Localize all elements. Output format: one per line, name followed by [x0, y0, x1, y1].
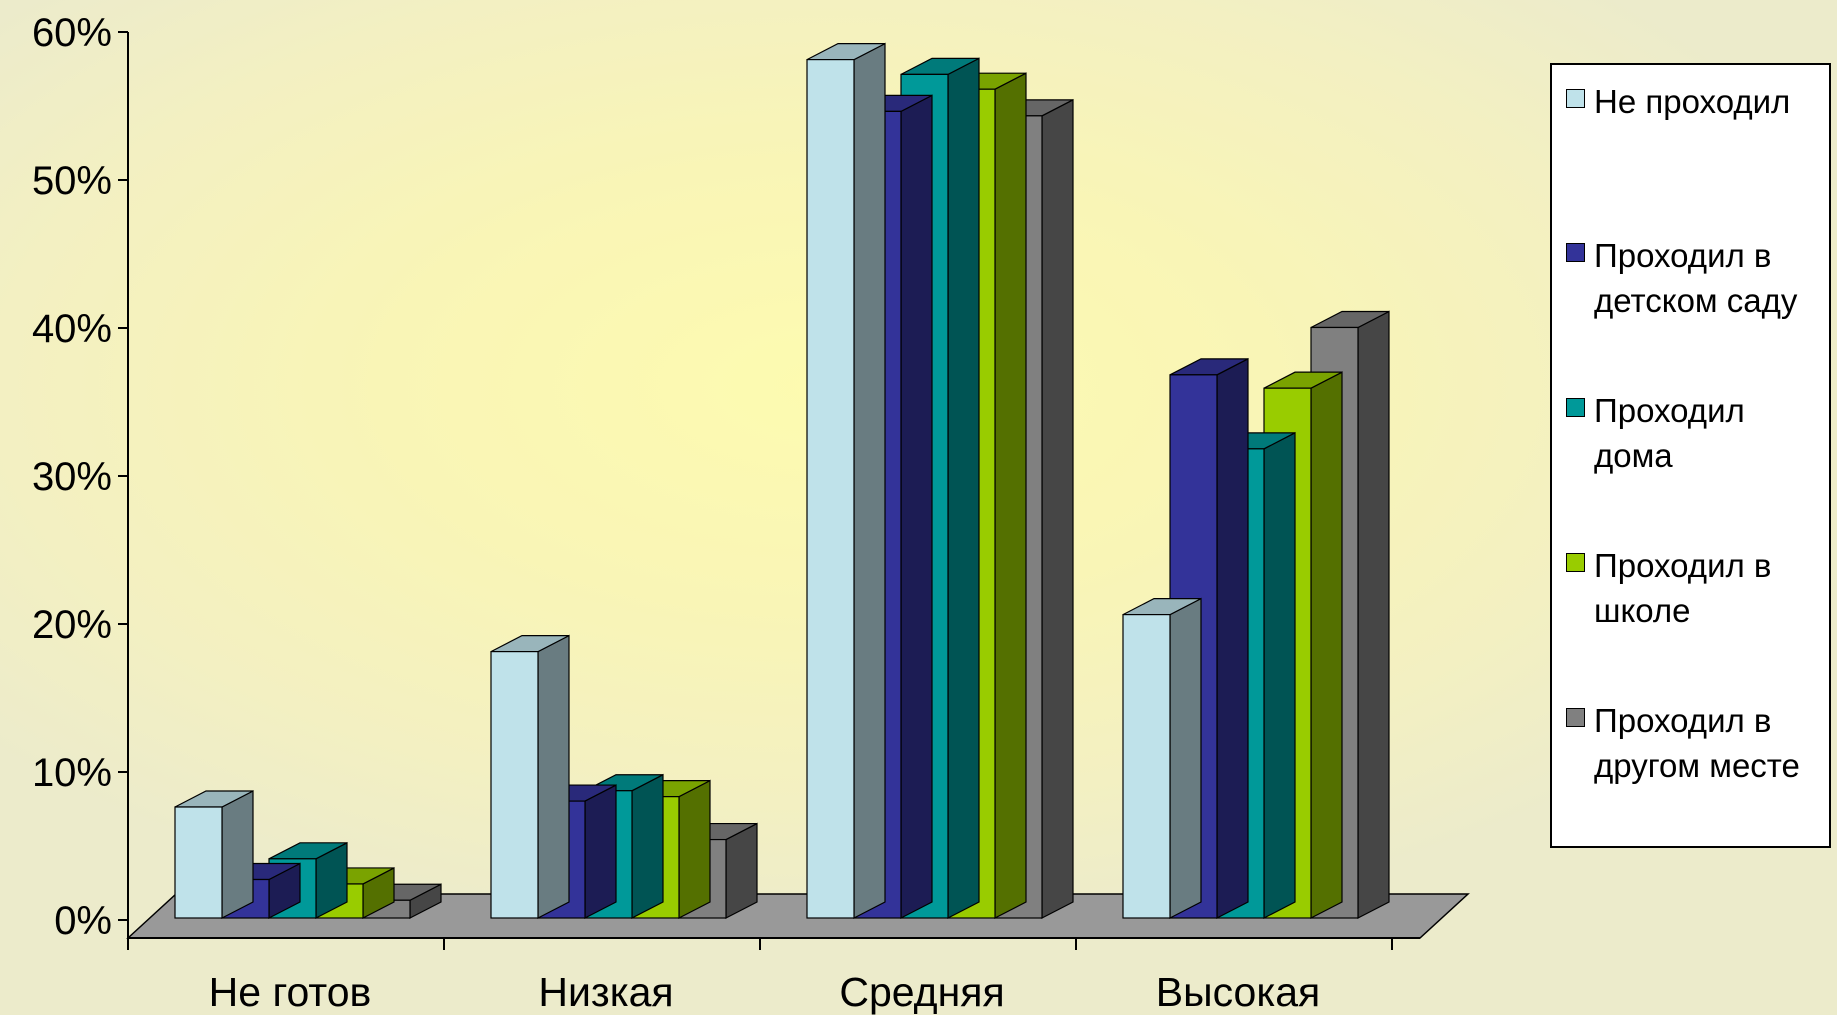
legend-swatch — [1566, 89, 1585, 108]
legend-label: Проходил в школе — [1594, 547, 1772, 629]
bar-side — [631, 773, 664, 919]
bar-side — [1310, 371, 1343, 919]
bar-side — [947, 57, 980, 919]
y-tick-label: 50% — [32, 159, 112, 203]
bar — [490, 634, 570, 919]
category-label: Высокая — [1156, 969, 1320, 1015]
bar-side — [1357, 310, 1390, 919]
bar — [1122, 597, 1202, 919]
y-axis — [118, 31, 1420, 950]
bar-side — [900, 94, 933, 919]
legend-item: Проходил в другом месте — [1566, 698, 1829, 788]
bars — [174, 42, 1390, 919]
y-tick-label: 30% — [32, 455, 112, 499]
bar-front — [490, 650, 539, 919]
bar-side — [1041, 98, 1074, 919]
y-tick-label: 60% — [32, 11, 112, 55]
bar-side — [994, 72, 1027, 919]
legend-item: Проходил в школе — [1566, 543, 1829, 633]
legend-label: Проходил в детском саду — [1594, 237, 1798, 319]
legend-item: Проходил в детском саду — [1566, 233, 1829, 323]
bar-side — [1216, 357, 1249, 919]
bar-side — [678, 779, 711, 919]
legend-item: Проходил дома — [1566, 388, 1829, 478]
legend-label: Не проходил — [1594, 83, 1791, 120]
bar-side — [1263, 431, 1296, 919]
legend-swatch — [1566, 553, 1585, 572]
category-label: Низкая — [538, 969, 673, 1015]
axis-labels: 0% 10% 20% 30% 40% 50% 60% Не готов Низкая Средня… — [32, 11, 1320, 1015]
legend-swatch — [1566, 708, 1585, 727]
legend: Не проходил Проходил в детском саду Проход… — [1550, 63, 1831, 848]
legend-item: Не проходил — [1566, 79, 1829, 124]
bar — [806, 42, 886, 919]
bar-side — [221, 790, 254, 919]
legend-label: Проходил дома — [1594, 392, 1745, 474]
bar-side — [537, 634, 570, 919]
y-tick-label: 0% — [54, 899, 112, 943]
bar-front — [806, 58, 855, 919]
category-label: Средняя — [839, 969, 1004, 1015]
bar-side — [584, 784, 617, 919]
y-tick-label: 40% — [32, 307, 112, 351]
y-tick-label: 10% — [32, 751, 112, 795]
category-label: Не готов — [209, 969, 372, 1015]
bar-front — [1122, 613, 1171, 919]
legend-swatch — [1566, 398, 1585, 417]
bar-front — [174, 806, 223, 919]
bar-side — [853, 42, 886, 919]
bar — [174, 790, 254, 919]
legend-swatch — [1566, 243, 1585, 262]
y-tick-label: 20% — [32, 603, 112, 647]
bar-side — [1169, 597, 1202, 919]
legend-label: Проходил в другом месте — [1594, 702, 1800, 784]
